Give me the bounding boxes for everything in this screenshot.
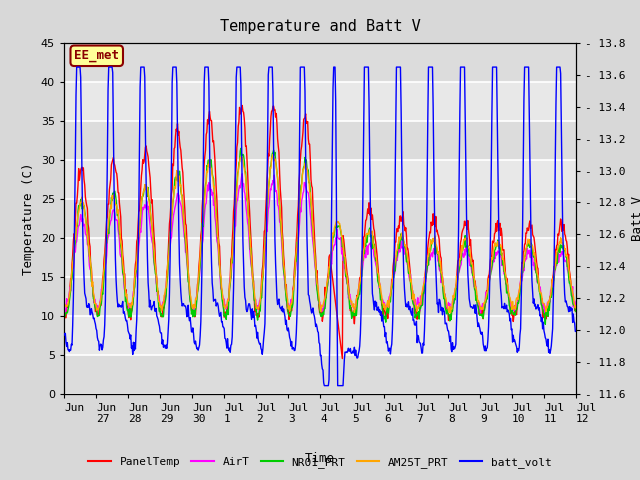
Bar [64, 160, 576, 199]
Legend: PanelTemp, AirT, NR01_PRT, AM25T_PRT, batt_volt: PanelTemp, AirT, NR01_PRT, AM25T_PRT, ba… [84, 452, 556, 472]
X-axis label: Time: Time [305, 452, 335, 465]
Bar [64, 238, 576, 277]
Bar [64, 121, 576, 160]
Y-axis label: Batt V: Batt V [631, 196, 640, 241]
Bar [64, 277, 576, 316]
Y-axis label: Temperature (C): Temperature (C) [22, 162, 35, 275]
Bar [64, 316, 576, 355]
Bar [64, 355, 576, 394]
Text: Temperature and Batt V: Temperature and Batt V [220, 19, 420, 34]
Bar [64, 199, 576, 238]
Text: EE_met: EE_met [74, 49, 119, 62]
Bar [64, 43, 576, 82]
Bar [64, 82, 576, 121]
